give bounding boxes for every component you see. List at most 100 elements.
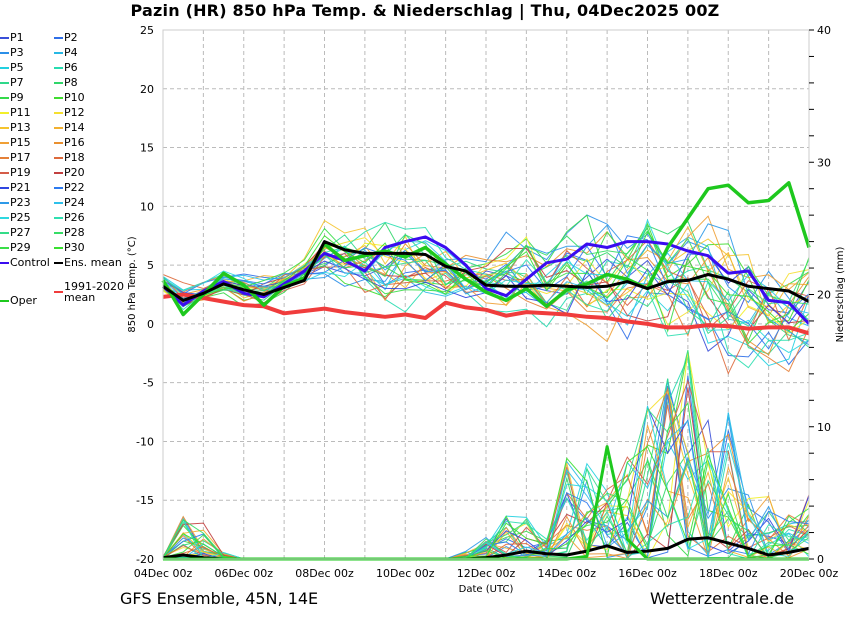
legend-swatch [54,157,63,159]
legend-swatch [0,52,9,54]
y2-tick-label: 40 [817,24,831,37]
legend-label: P14 [64,121,85,134]
member-line-p30 [162,230,810,332]
legend-label: P1 [10,31,24,44]
legend-item-p25: P25 [0,212,31,224]
legend-item-p16: P16 [54,137,85,149]
legend-swatch [0,82,9,84]
legend-item-p7: P7 [0,77,24,89]
temp-line-1991-2020-mean [162,292,810,336]
legend-label: P11 [10,106,31,119]
legend-item-p21: P21 [0,182,31,194]
legend-swatch [0,172,9,174]
y-tick-label: 10 [140,200,154,213]
x-tick-label: 20Dec 00z [780,567,839,580]
legend-swatch [0,37,9,39]
legend-item-p5: P5 [0,62,24,74]
y-tick-label: 15 [140,142,154,155]
chart-title: Pazin (HR) 850 hPa Temp. & Niederschlag … [130,1,720,20]
y-tick-label: -10 [136,435,154,448]
legend-label: P18 [64,151,85,164]
legend-swatch [54,52,63,54]
x-tick-label: 08Dec 00z [295,567,354,580]
y-tick-label: 5 [147,259,154,272]
legend-label: P28 [64,226,85,239]
legend-item-p22: P22 [54,182,85,194]
member-line-p20 [162,243,810,331]
legend-label: P13 [10,121,31,134]
legend-swatch [54,82,63,84]
y2-axis-label: Niederschlag (mm) [835,247,846,343]
member-line-p15 [162,215,810,343]
legend-item-ens-mean: Ens. mean [54,257,122,269]
legend-swatch [0,67,9,69]
legend-item-p27: P27 [0,227,31,239]
legend-label: P4 [64,46,78,59]
legend-item-p30: P30 [54,242,85,254]
legend-item-control: Control [0,257,50,269]
legend-swatch [54,172,63,174]
legend-label: P27 [10,226,31,239]
y-tick-label: 20 [140,83,154,96]
y-tick-label: -20 [136,553,154,566]
y-axis-label: 850 hPa Temp. (°C) [127,236,138,332]
legend-swatch [0,202,9,204]
legend-label: 1991-2020 mean [64,280,124,304]
legend-label: P23 [10,196,31,209]
legend-item-p4: P4 [54,47,78,59]
legend-item-p6: P6 [54,62,78,74]
grid [163,30,809,559]
legend-item-oper: Oper [0,295,37,307]
temp-line-ens-mean [162,240,810,303]
y-tick-label: -15 [136,494,154,507]
legend-label: P5 [10,61,24,74]
legend-item-p11: P11 [0,107,31,119]
y-tick-label: -5 [143,377,154,390]
legend-swatch [54,291,63,293]
x-tick-label: 12Dec 00z [457,567,516,580]
legend-swatch [0,262,9,264]
legend-item-p17: P17 [0,152,31,164]
legend-item-p2: P2 [54,32,78,44]
legend-label: Oper [10,294,37,307]
footer-model-info: GFS Ensemble, 45N, 14E [120,589,319,608]
legend-label: P6 [64,61,78,74]
legend-item-p13: P13 [0,122,31,134]
y2-tick-label: 20 [817,289,831,302]
legend-label: P2 [64,31,78,44]
legend-item-p29: P29 [0,242,31,254]
legend-swatch [54,97,63,99]
legend-label: P8 [64,76,78,89]
legend-item-1991-2020-mean: 1991-2020 mean [54,281,124,303]
legend-swatch [0,247,9,249]
legend-item-p10: P10 [54,92,85,104]
x-tick-label: 06Dec 00z [214,567,273,580]
footer-source: Wetterzentrale.de [650,589,795,608]
legend-swatch [0,217,9,219]
y2-tick-label: 0 [817,553,824,566]
temp-line-oper [161,181,811,317]
legend-swatch [54,232,63,234]
main-series-lines [161,181,811,336]
x-axis-label: Date (UTC) [459,584,514,595]
legend-label: P16 [64,136,85,149]
legend-item-p23: P23 [0,197,31,209]
legend-swatch [0,187,9,189]
legend-swatch [0,97,9,99]
legend-swatch [0,142,9,144]
legend-label: P7 [10,76,24,89]
legend-item-p19: P19 [0,167,31,179]
legend-swatch [0,232,9,234]
legend-label: P29 [10,241,31,254]
legend-item-p12: P12 [54,107,85,119]
legend-label: P25 [10,211,31,224]
legend-swatch [54,187,63,189]
legend-swatch [54,37,63,39]
legend-swatch [54,142,63,144]
legend-item-p15: P15 [0,137,31,149]
legend-item-p26: P26 [54,212,85,224]
legend-item-p20: P20 [54,167,85,179]
legend-label: P3 [10,46,24,59]
legend-swatch [54,202,63,204]
x-tick-label: 04Dec 00z [134,567,193,580]
